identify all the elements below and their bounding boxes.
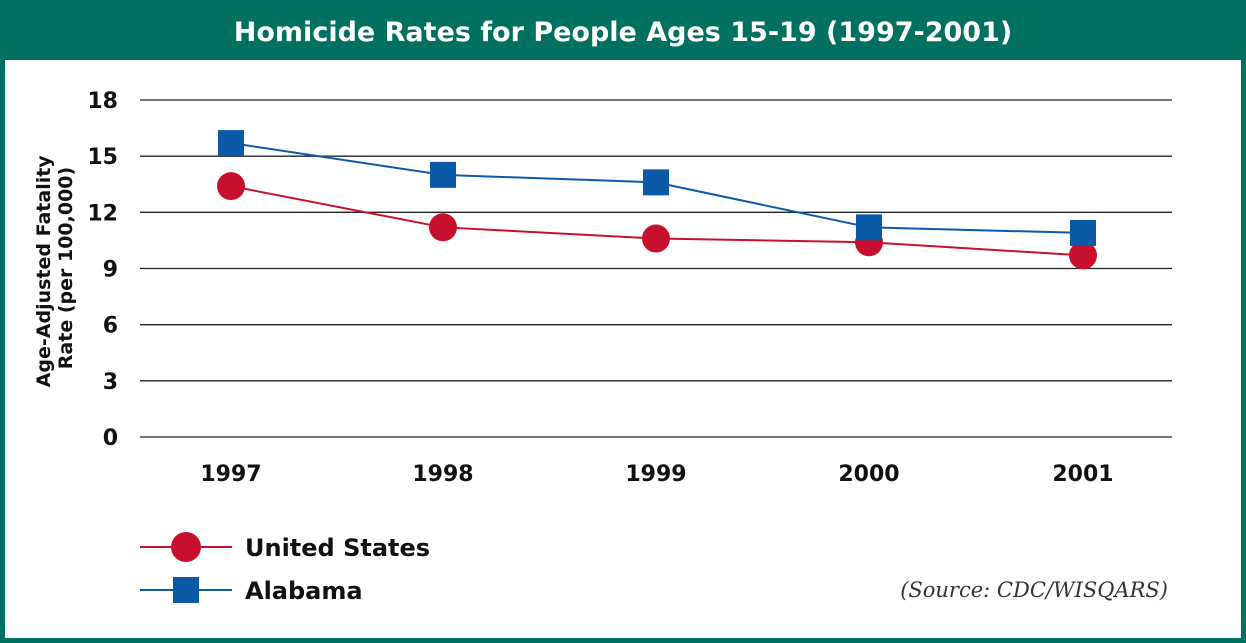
x-tick-label: 2000 <box>838 462 899 487</box>
united-states-data-point <box>429 213 457 242</box>
y-tick-label: 9 <box>103 258 118 283</box>
alabama-data-point <box>643 169 669 196</box>
data-series <box>217 130 1097 270</box>
legend-marker-united-states <box>171 532 201 562</box>
legend: United States Alabama <box>140 532 430 605</box>
united-states-data-point <box>642 224 670 253</box>
x-tick-label: 1999 <box>625 462 686 487</box>
x-tick-label: 2001 <box>1052 462 1113 487</box>
y-tick-labels: 0 3 6 9 12 15 18 <box>87 89 118 451</box>
legend-label-alabama: Alabama <box>245 577 363 605</box>
x-tick-label: 1997 <box>200 462 261 487</box>
alabama-data-point <box>856 214 882 241</box>
y-tick-label: 15 <box>87 145 118 170</box>
y-tick-label: 0 <box>103 426 118 451</box>
y-tick-label: 12 <box>87 201 118 226</box>
alabama-data-point <box>218 130 244 157</box>
legend-label-united-states: United States <box>245 534 430 562</box>
grid-lines <box>140 99 1172 438</box>
y-axis-label-line-2: Rate (per 100,000) <box>55 167 77 369</box>
legend-marker-alabama <box>173 577 199 603</box>
united-states-data-point <box>217 172 245 201</box>
x-tick-labels: 1997 1998 1999 2000 2001 <box>200 462 1113 487</box>
y-tick-label: 18 <box>87 89 118 114</box>
y-axis-label: Age-Adjusted Fatality Rate (per 100,000) <box>33 149 77 388</box>
y-axis-label-line-1: Age-Adjusted Fatality <box>33 155 55 388</box>
alabama-data-point <box>1070 219 1096 246</box>
y-tick-label: 6 <box>103 314 118 339</box>
source-note: (Source: CDC/WISQARS) <box>900 578 1168 602</box>
y-tick-label: 3 <box>103 370 118 395</box>
chart-title: Homicide Rates for People Ages 15-19 (19… <box>5 5 1241 60</box>
united-states-data-point <box>1069 241 1097 270</box>
x-tick-label: 1998 <box>412 462 473 487</box>
alabama-data-point <box>430 161 456 188</box>
